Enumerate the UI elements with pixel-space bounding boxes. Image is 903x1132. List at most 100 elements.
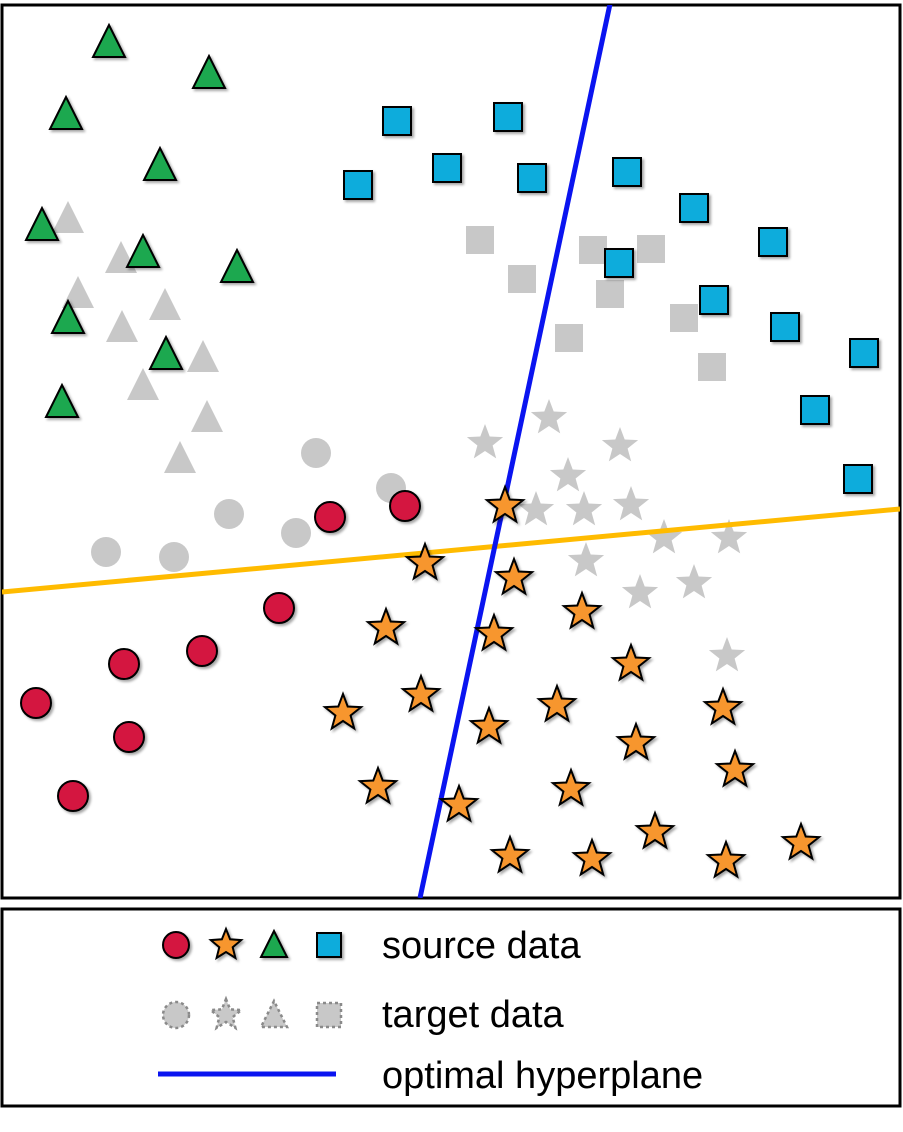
target-circle-point xyxy=(301,438,331,468)
source-circle-point xyxy=(263,592,295,624)
source-square-point xyxy=(604,248,634,278)
target-circle-point xyxy=(214,499,244,529)
source-triangle-point xyxy=(219,247,255,283)
target-star-point xyxy=(645,519,683,554)
source-circle-point xyxy=(314,501,346,533)
source-circle-point xyxy=(113,721,145,753)
source-star-point xyxy=(400,673,442,713)
source-star-point xyxy=(489,834,531,874)
target-triangle-point xyxy=(62,276,94,308)
source-square-point xyxy=(800,395,830,425)
source-star-point xyxy=(493,556,535,596)
target-triangle-point xyxy=(149,288,181,320)
source-star-point xyxy=(780,821,822,861)
source-star-point xyxy=(357,765,399,805)
target-triangle-point xyxy=(164,441,196,473)
source-triangle-point xyxy=(148,334,184,370)
legend-target-label: target data xyxy=(382,994,565,1036)
target-square-point xyxy=(670,304,698,332)
decision-lines xyxy=(2,5,900,898)
source-square-point xyxy=(679,193,709,223)
source-star-point xyxy=(561,590,603,630)
source-star-point xyxy=(322,691,364,731)
target-circle-point xyxy=(91,537,121,567)
legend-frame xyxy=(0,907,902,1108)
target-star-point xyxy=(621,574,659,609)
target-star-point xyxy=(466,424,504,459)
source-triangle-point xyxy=(50,298,86,334)
optimal-hyperplane-line xyxy=(417,5,613,898)
source-star-point xyxy=(610,642,652,682)
source-star-point xyxy=(615,721,657,761)
target-square-point xyxy=(466,226,494,254)
source-circle-point xyxy=(389,490,421,522)
legend-target-square-marker xyxy=(315,1001,343,1029)
target-star-point xyxy=(601,427,639,462)
source-star-point xyxy=(438,783,480,823)
source-triangle-point xyxy=(91,22,127,58)
target-square-point xyxy=(596,280,624,308)
source-square-point xyxy=(770,312,800,342)
source-data-points xyxy=(20,22,879,879)
source-circle-point xyxy=(57,780,89,812)
source-star-point xyxy=(634,810,676,850)
source-star-point xyxy=(705,839,747,879)
target-star-point xyxy=(710,519,748,554)
target-triangle-point xyxy=(52,201,84,233)
target-square-point xyxy=(698,353,726,381)
target-star-point xyxy=(530,399,568,434)
legend-hyperplane-label: optimal hyperplane xyxy=(382,1055,703,1097)
target-triangle-point xyxy=(106,310,138,342)
target-star-point xyxy=(549,457,587,492)
source-star-point xyxy=(404,541,446,581)
source-square-point xyxy=(612,157,642,187)
source-square-point xyxy=(843,464,873,494)
source-square-point xyxy=(699,285,729,315)
target-square-point xyxy=(579,236,607,264)
source-circle-point xyxy=(108,648,140,680)
target-star-point xyxy=(567,542,605,577)
target-star-point xyxy=(675,564,713,599)
target-triangle-point xyxy=(191,400,223,432)
target-data-points xyxy=(52,201,748,672)
target-star-point xyxy=(517,491,555,526)
legend-source-star-marker xyxy=(208,926,244,961)
source-square-point xyxy=(432,153,462,183)
legend-source-label: source data xyxy=(382,925,581,967)
source-triangle-point xyxy=(142,145,178,181)
source-square-point xyxy=(493,102,523,132)
legend-target-circle-marker xyxy=(161,1000,191,1030)
target-star-point xyxy=(565,491,603,526)
target-square-point xyxy=(555,324,583,352)
target-triangle-point xyxy=(127,368,159,400)
source-circle-point xyxy=(186,635,218,667)
legend xyxy=(158,926,343,1077)
legend-target-star-marker xyxy=(207,995,245,1031)
source-star-point xyxy=(468,705,510,745)
source-triangle-point xyxy=(125,232,161,268)
source-triangle-point xyxy=(44,382,80,418)
source-boundary-line xyxy=(2,506,900,595)
target-circle-point xyxy=(281,518,311,548)
legend-source-circle-marker xyxy=(162,931,190,959)
source-square-point xyxy=(382,106,412,136)
source-square-point xyxy=(343,170,373,200)
legend-source-triangle-marker xyxy=(259,928,289,958)
source-square-point xyxy=(849,338,879,368)
target-square-point xyxy=(508,265,536,293)
source-square-point xyxy=(758,227,788,257)
source-triangle-point xyxy=(191,53,227,89)
source-circle-point xyxy=(20,687,52,719)
source-square-point xyxy=(517,163,547,193)
source-star-point xyxy=(571,837,613,877)
target-star-point xyxy=(612,486,650,521)
source-star-point xyxy=(473,612,515,652)
source-star-point xyxy=(484,484,526,524)
source-star-point xyxy=(550,767,592,807)
source-star-point xyxy=(714,748,756,788)
target-square-point xyxy=(637,235,665,263)
legend-source-square-marker xyxy=(316,932,342,958)
source-triangle-point xyxy=(24,205,60,241)
source-triangle-point xyxy=(48,94,84,130)
